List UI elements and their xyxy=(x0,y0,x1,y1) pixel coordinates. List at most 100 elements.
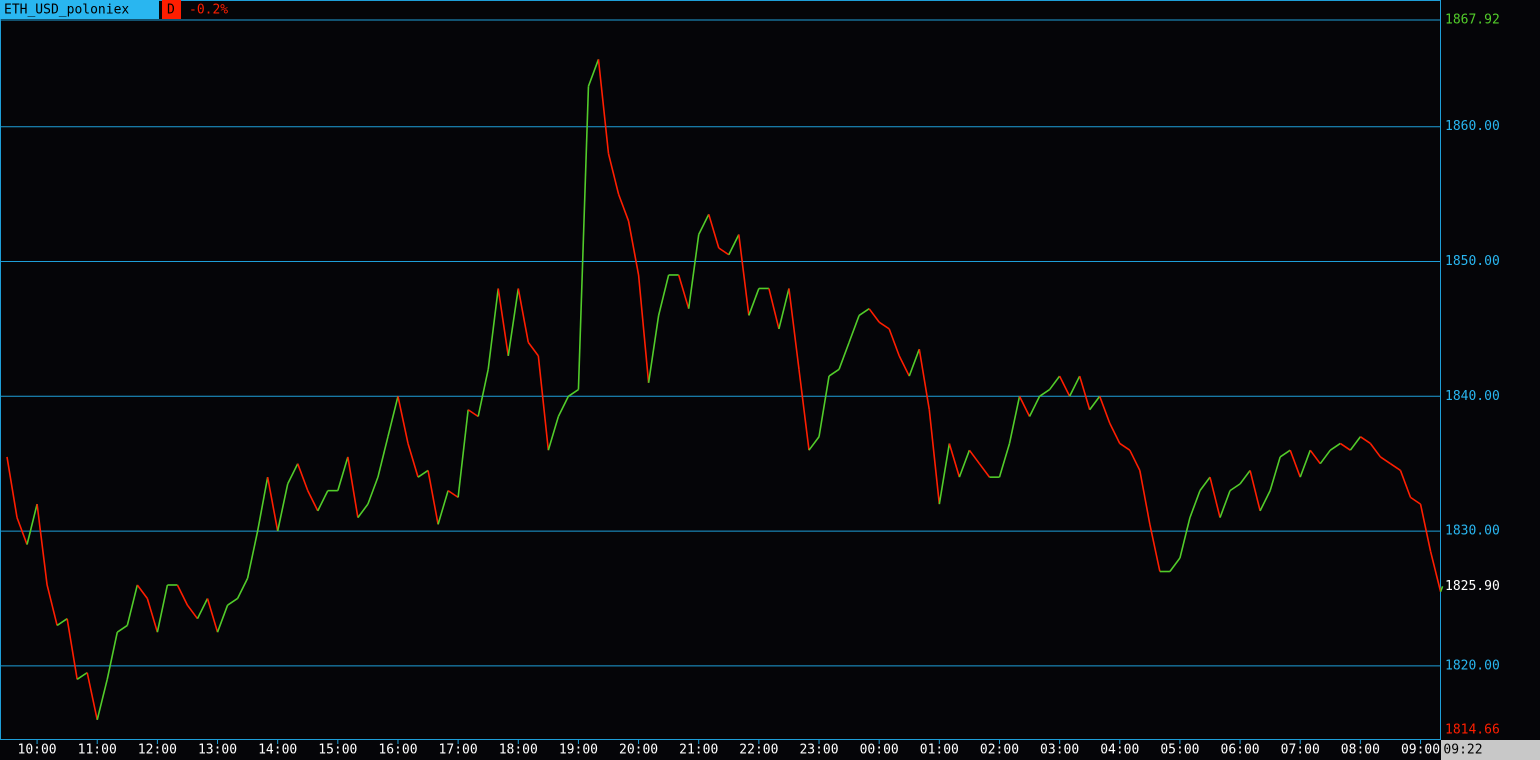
last-time-box xyxy=(1441,740,1540,760)
symbol: ETH_USD_poloniex xyxy=(4,3,129,18)
price-segment xyxy=(1419,503,1432,552)
price-segment xyxy=(1259,490,1271,512)
x-tick-label: 17:00 xyxy=(439,743,478,758)
price-segment xyxy=(998,443,1011,478)
price-segment xyxy=(728,234,740,256)
last-time: 09:22 xyxy=(1443,743,1482,758)
price-segment xyxy=(808,436,820,451)
price-segment xyxy=(577,86,590,390)
price-segment xyxy=(1008,396,1021,444)
price-segment xyxy=(487,288,500,370)
price-segment xyxy=(1058,375,1071,397)
price-segment xyxy=(1209,476,1221,518)
price-segment xyxy=(657,274,670,316)
x-tick-label: 14:00 xyxy=(258,743,297,758)
x-tick-label: 18:00 xyxy=(499,743,538,758)
price-segment xyxy=(918,348,931,410)
price-segment xyxy=(286,463,299,485)
price-segment xyxy=(948,443,961,478)
price-segment xyxy=(1239,469,1251,485)
price-segment xyxy=(838,342,850,370)
price-segment xyxy=(196,598,209,620)
x-tick-label: 21:00 xyxy=(679,743,718,758)
price-segment xyxy=(1018,395,1031,417)
price-segment xyxy=(36,504,48,586)
price-segment xyxy=(1359,436,1371,445)
price-segment xyxy=(1109,422,1121,444)
price-segment xyxy=(227,597,239,606)
x-tick-label: 09:00 xyxy=(1401,743,1440,758)
price-segment xyxy=(637,274,650,383)
y-tick-label: 1820.00 xyxy=(1445,658,1500,673)
price-segment xyxy=(858,308,870,317)
price-segment xyxy=(1068,375,1081,397)
price-segment xyxy=(1219,490,1231,518)
price-segment xyxy=(206,598,219,633)
price-segment xyxy=(407,443,419,478)
x-tick-label: 15:00 xyxy=(318,743,357,758)
price-segment xyxy=(1390,463,1401,472)
price-segment xyxy=(317,490,329,512)
price-segment xyxy=(617,193,630,222)
price-segment xyxy=(296,463,309,491)
price-segment xyxy=(1349,436,1362,451)
price-segment xyxy=(377,436,389,478)
price-segment xyxy=(768,288,780,330)
price-segment xyxy=(76,671,88,681)
price-segment xyxy=(687,234,700,309)
price-segment xyxy=(276,483,289,532)
price-segment xyxy=(928,409,941,505)
price-segment xyxy=(126,584,139,626)
price-segment xyxy=(878,321,890,330)
x-tick-label: 00:00 xyxy=(860,743,899,758)
price-segment xyxy=(266,477,279,532)
price-segment xyxy=(938,443,951,505)
price-segment xyxy=(778,288,790,330)
x-tick-label: 13:00 xyxy=(198,743,237,758)
price-segment xyxy=(397,396,409,444)
price-segment xyxy=(537,355,550,451)
x-tick-label: 19:00 xyxy=(559,743,598,758)
price-segment xyxy=(707,214,720,249)
price-segment xyxy=(106,632,119,680)
price-segment xyxy=(607,153,620,195)
price-segment xyxy=(1369,442,1382,458)
price-segment xyxy=(1119,442,1131,451)
price-segment xyxy=(898,355,910,377)
price-segment xyxy=(387,396,399,437)
x-tick-label: 22:00 xyxy=(739,743,778,758)
price-segment xyxy=(888,328,900,357)
interval-box xyxy=(162,0,181,19)
price-segment xyxy=(1129,449,1141,471)
x-tick-label: 03:00 xyxy=(1040,743,1079,758)
low-label: 1814.66 xyxy=(1445,723,1500,738)
price-segment xyxy=(507,288,520,356)
price-segment xyxy=(116,624,128,633)
price-segment xyxy=(627,220,640,276)
price-segment xyxy=(738,234,750,316)
price-segment xyxy=(146,598,159,633)
price-segment xyxy=(1039,388,1051,397)
price-segment xyxy=(908,348,921,377)
price-segment xyxy=(557,395,570,417)
price-segment xyxy=(1299,449,1311,478)
y-tick-label: 1830.00 xyxy=(1445,524,1500,539)
price-segment xyxy=(1028,395,1041,417)
price-segment xyxy=(958,449,971,478)
price-segment xyxy=(337,456,349,491)
price-segment xyxy=(1329,442,1341,451)
price-segment xyxy=(1078,375,1091,410)
price-segment xyxy=(597,59,610,154)
price-segment xyxy=(56,618,68,627)
price-segment xyxy=(1309,449,1321,465)
price-segment xyxy=(1289,449,1301,478)
last-label: 1825.90 xyxy=(1445,579,1500,594)
price-segment xyxy=(527,341,539,357)
x-tick-label: 12:00 xyxy=(138,743,177,758)
price-segment xyxy=(357,503,369,519)
price-segment xyxy=(156,584,169,633)
price-segment xyxy=(347,456,359,518)
price-segment xyxy=(818,375,830,437)
